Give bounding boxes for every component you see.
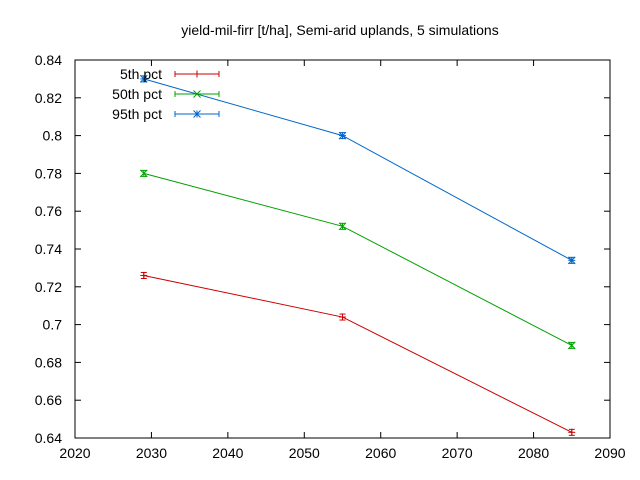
y-axis: 0.64 0.66 0.68 0.7 0.72 0.74 0.76 0.78 0.8 0.82 0.…: [35, 52, 610, 446]
x-tick-label: 2060: [365, 445, 396, 461]
series-point: [193, 70, 201, 78]
y-tick-label: 0.64: [35, 430, 62, 446]
series-point: [193, 110, 201, 118]
y-tick-label: 0.78: [35, 165, 62, 181]
series-point: [567, 341, 576, 350]
y-tick-label: 0.82: [35, 90, 62, 106]
y-tick-label: 0.7: [43, 317, 63, 333]
series-point: [567, 256, 576, 265]
x-tick-label: 2070: [442, 445, 473, 461]
x-tick-label: 2040: [212, 445, 243, 461]
y-tick-label: 0.68: [35, 354, 62, 370]
series-point: [139, 169, 148, 178]
series-line: [143, 78, 573, 261]
x-tick-label: 2090: [594, 445, 625, 461]
x-tick-label: 2080: [518, 445, 549, 461]
series-point: [339, 313, 346, 321]
x-tick-label: 2050: [289, 445, 320, 461]
legend-label: 95th pct: [112, 106, 162, 122]
series-point: [139, 75, 148, 83]
series-point: [568, 428, 576, 436]
series-3: [139, 75, 576, 265]
series-1: [140, 271, 576, 436]
series-point: [338, 222, 347, 231]
y-tick-label: 0.72: [35, 279, 62, 295]
series-point: [193, 90, 201, 98]
series-line: [143, 274, 573, 433]
series-point: [140, 271, 148, 279]
series-line: [143, 172, 573, 346]
x-tick-label: 2030: [136, 445, 167, 461]
legend-label: 50th pct: [112, 86, 162, 102]
x-axis: 2020 2030 2040 2050 2060 2070 2080 2090: [59, 60, 626, 461]
y-tick-label: 0.76: [35, 203, 62, 219]
y-tick-label: 0.66: [35, 392, 62, 408]
y-tick-label: 0.74: [35, 241, 62, 257]
legend: 5th pct 50th pct 95th pct: [112, 66, 220, 122]
series-2: [139, 169, 576, 350]
y-tick-label: 0.8: [43, 128, 63, 144]
x-tick-label: 2020: [59, 445, 90, 461]
series-point: [338, 131, 347, 140]
legend-label: 5th pct: [120, 66, 162, 82]
series-layer: [139, 75, 576, 436]
chart-title: yield-mil-firr [t/ha], Semi-arid uplands…: [181, 22, 498, 38]
y-tick-label: 0.84: [35, 52, 62, 68]
